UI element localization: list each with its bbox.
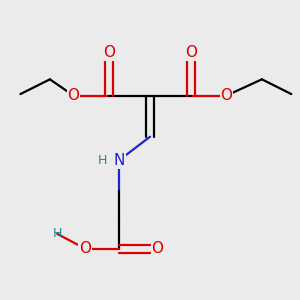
Text: O: O [68,88,80,103]
Text: N: N [113,153,125,168]
Text: O: O [185,45,197,60]
Text: H: H [98,154,108,167]
Text: O: O [103,45,115,60]
Text: O: O [79,241,91,256]
Text: H: H [52,227,62,240]
Text: O: O [220,88,232,103]
Text: O: O [152,241,164,256]
